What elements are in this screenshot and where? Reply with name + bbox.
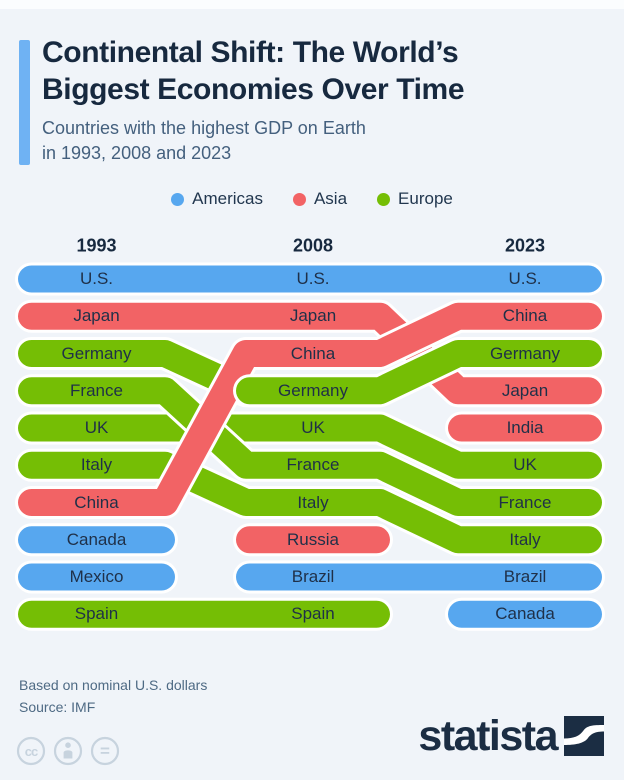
pill-label-mexico-1993: Mexico xyxy=(69,567,124,586)
pill-label-china-1993: China xyxy=(74,492,119,512)
cc-icon: cc xyxy=(16,736,46,766)
pill-label-japan-2008: Japan xyxy=(289,306,337,326)
legend-item-americas: Americas xyxy=(171,189,263,209)
band-uk xyxy=(18,414,602,479)
pill-label-russia-2008: Russia xyxy=(287,529,339,549)
legend-label-americas: Americas xyxy=(192,189,263,208)
europe-dot-icon xyxy=(377,192,391,206)
legend-item-asia: Asia xyxy=(292,189,348,209)
page-title-line2: Biggest Economies Over Time xyxy=(42,73,465,106)
pill-label-france-1993: France xyxy=(70,380,123,400)
page-title-line1: Continental Shift: The World’s xyxy=(42,36,459,69)
pill-label-germany-1993: Germany xyxy=(61,343,132,363)
pill-label-china-2023: China xyxy=(502,306,548,326)
pill-label-italy-2023: Italy xyxy=(509,529,541,549)
legend-label-europe: Europe xyxy=(398,189,453,208)
legend: Americas Asia Europe xyxy=(0,189,624,209)
pill-label-us-2008: U.S. xyxy=(296,269,330,288)
pill-label-italy-2008: Italy xyxy=(297,492,329,512)
pill-label-uk-2008: UK xyxy=(301,418,325,437)
pill-label-germany-2008: Germany xyxy=(278,380,348,400)
pill-label-japan-2023: Japan xyxy=(501,380,549,400)
asia-dot-icon xyxy=(292,192,306,206)
footer-note: Based on nominal U.S. dollars xyxy=(19,677,208,693)
svg-text:=: = xyxy=(100,742,110,761)
source-text: Source: IMF xyxy=(19,699,96,715)
chart-subtitle-line1: Countries with the highest GDP on Earth xyxy=(42,118,366,138)
band-germany xyxy=(236,340,602,405)
legend-label-asia: Asia xyxy=(313,189,348,208)
statista-wordmark: statista xyxy=(418,712,558,760)
title-accent-bar xyxy=(19,40,30,165)
cc-license-badge: cc = xyxy=(16,735,126,772)
year-header-2008: 2008 xyxy=(292,235,334,256)
pill-label-germany-2023: Germany xyxy=(490,343,560,363)
pill-label-spain-1993: Spain xyxy=(74,604,119,624)
pill-label-france-2008: France xyxy=(286,455,340,475)
chart-subtitle: Countries with the highest GDP on Earth … xyxy=(42,116,366,166)
pill-label-italy-1993: Italy xyxy=(80,455,113,475)
pill-label-uk-1993: UK xyxy=(84,418,109,437)
pill-label-india-2023: India xyxy=(506,418,544,437)
legend-item-europe: Europe xyxy=(377,189,453,209)
pill-label-spain-2008: Spain xyxy=(291,604,335,624)
pill-label-china-2008: China xyxy=(290,343,336,363)
pill-label-canada-2023: Canada xyxy=(495,604,555,624)
band-italy xyxy=(18,451,602,554)
pill-label-us-1993: U.S. xyxy=(79,269,114,288)
attribution-icon xyxy=(53,736,83,766)
page-title: Continental Shift: The World’s Biggest E… xyxy=(42,34,465,108)
cc-license-icons: cc = xyxy=(16,736,120,766)
americas-dot-icon xyxy=(171,192,185,206)
statista-logo: statista xyxy=(418,712,604,760)
year-header-1993: 1993 xyxy=(76,235,117,256)
chart-subtitle-line2: in 1993, 2008 and 2023 xyxy=(42,143,232,163)
year-header-2023: 2023 xyxy=(504,235,546,256)
band-france xyxy=(18,377,602,516)
pill-label-uk-2023: UK xyxy=(513,455,537,475)
pill-label-us-2023: U.S. xyxy=(508,269,542,288)
pill-label-japan-1993: Japan xyxy=(73,306,120,326)
pill-label-france-2023: France xyxy=(498,492,552,512)
pill-label-canada-1993: Canada xyxy=(66,529,127,549)
svg-text:cc: cc xyxy=(25,744,38,759)
statista-glyph-icon xyxy=(564,716,604,756)
band-japan xyxy=(18,302,602,405)
top-margin-strip xyxy=(0,0,624,9)
band-china xyxy=(18,302,602,516)
pill-label-brazil-2008: Brazil xyxy=(291,567,335,586)
pill-label-brazil-2023: Brazil xyxy=(503,567,547,586)
no-derivatives-icon: = xyxy=(90,736,120,766)
band-france xyxy=(15,374,605,519)
